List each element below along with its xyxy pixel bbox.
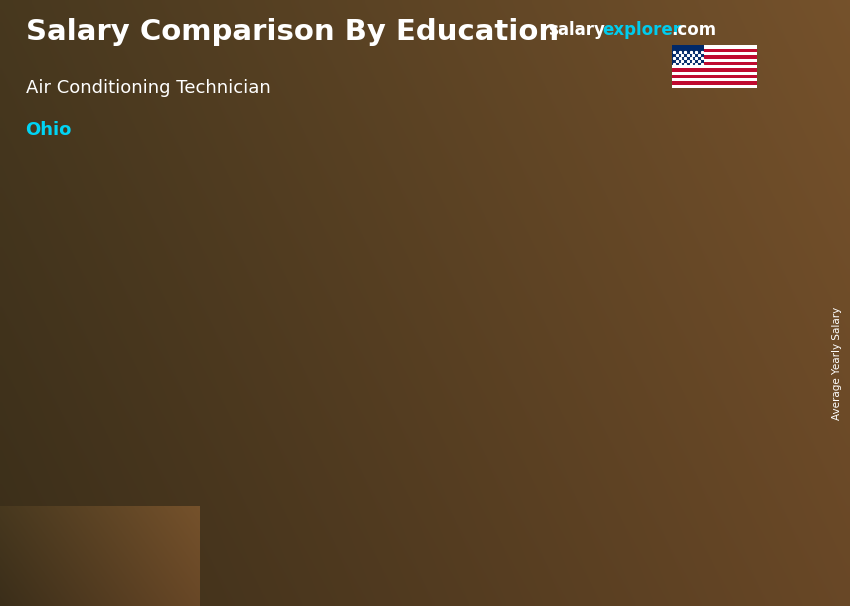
Bar — [672, 72, 756, 75]
Bar — [672, 85, 756, 88]
Text: Ohio: Ohio — [26, 121, 72, 139]
Text: salary: salary — [548, 21, 605, 39]
Text: High School: High School — [132, 556, 223, 571]
Bar — [312, 320, 521, 324]
FancyArrowPatch shape — [83, 32, 416, 320]
Text: Certificate or
Diploma: Certificate or Diploma — [366, 556, 467, 588]
Bar — [72, 384, 282, 388]
Bar — [551, 239, 761, 243]
Bar — [751, 239, 761, 533]
Text: Air Conditioning Technician: Air Conditioning Technician — [26, 79, 270, 97]
Text: Bachelor's
Degree: Bachelor's Degree — [616, 556, 696, 588]
Text: .com: .com — [672, 21, 717, 39]
Text: Average Yearly Salary: Average Yearly Salary — [832, 307, 842, 420]
Bar — [551, 239, 761, 533]
FancyArrowPatch shape — [320, 0, 656, 239]
Bar — [672, 78, 756, 81]
Text: 23,000 USD: 23,000 USD — [128, 355, 227, 369]
Bar — [672, 45, 756, 48]
Bar — [672, 45, 704, 65]
Bar — [273, 384, 282, 533]
Text: 45,400 USD: 45,400 USD — [606, 209, 706, 224]
Text: +38%: +38% — [496, 191, 576, 215]
Bar — [672, 52, 756, 55]
Bar — [72, 384, 282, 533]
Text: explorer: explorer — [602, 21, 681, 39]
Text: Salary Comparison By Education: Salary Comparison By Education — [26, 18, 558, 46]
Bar — [672, 65, 756, 68]
Text: +43%: +43% — [257, 271, 337, 296]
Bar — [513, 320, 521, 533]
Bar — [312, 320, 521, 533]
Bar — [672, 59, 756, 62]
Text: 32,900 USD: 32,900 USD — [366, 290, 467, 305]
